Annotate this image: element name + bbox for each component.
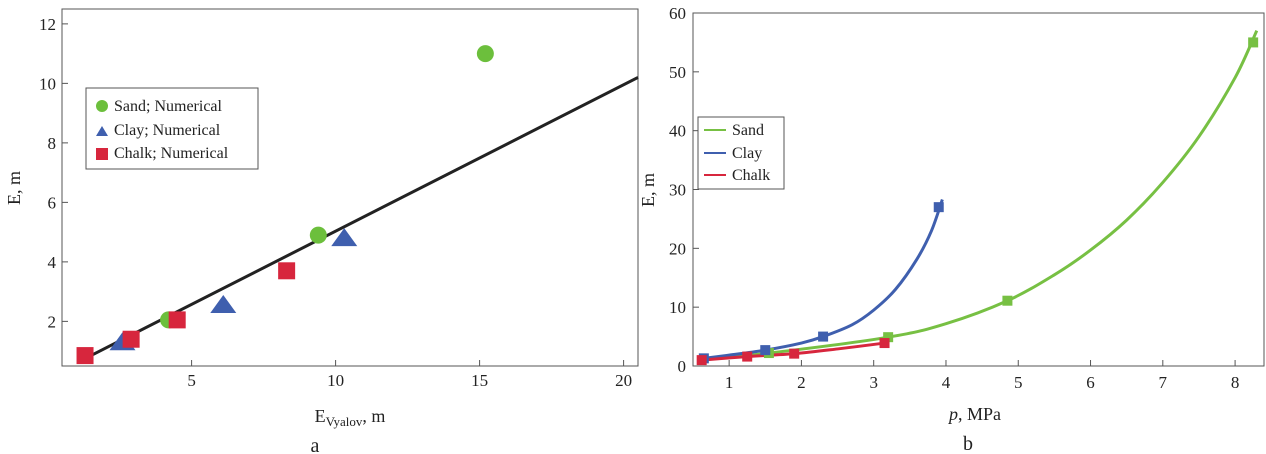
legend-label-clay: Clay; Numerical xyxy=(114,122,221,139)
x-tick-label: 5 xyxy=(1014,373,1023,392)
panel-b: 1 2 3 4 5 6 7 8 0 10 20 30 40 50 60 Sand Clay Chalk E,… xyxy=(638,4,1265,454)
y-tick-label: 10 xyxy=(39,74,56,93)
x-tick-label: 3 xyxy=(869,373,878,392)
y-tick-label: 8 xyxy=(48,134,57,153)
x-tick-label: 8 xyxy=(1231,373,1240,392)
series-line-sand xyxy=(703,30,1259,361)
x-tick-label: 5 xyxy=(187,371,196,390)
legend-marker-sand xyxy=(96,100,108,112)
y-tick-label: 4 xyxy=(48,253,57,272)
legend-label-b-chalk: Chalk xyxy=(732,167,770,184)
panel-a: 5 10 15 20 2 4 6 8 10 12 Sand; Numerical Clay; Nu… xyxy=(4,8,639,454)
panel-a-xlabel: EVyalov, m xyxy=(315,406,386,429)
data-point-chalk xyxy=(76,347,94,365)
data-point-chalk xyxy=(789,348,800,359)
panel-a-frame xyxy=(61,8,639,367)
panel-a-label: a xyxy=(311,435,320,454)
data-point-sand xyxy=(1248,37,1259,48)
data-point-chalk xyxy=(278,262,296,280)
legend-label-b-clay: Clay xyxy=(732,145,762,162)
y-tick-label: 6 xyxy=(48,193,57,212)
data-point-chalk xyxy=(696,355,707,366)
data-point-sand xyxy=(883,332,894,343)
data-point-chalk xyxy=(122,330,140,348)
panel-b-legend: Sand Clay Chalk xyxy=(697,116,785,190)
y-tick-label: 0 xyxy=(678,357,687,376)
data-point-chalk xyxy=(879,338,890,349)
x-tick-label: 6 xyxy=(1086,373,1095,392)
y-tick-label: 10 xyxy=(669,298,686,317)
x-tick-label: 15 xyxy=(471,371,488,390)
y-tick-label: 12 xyxy=(39,15,56,34)
legend-box xyxy=(85,87,259,170)
data-point-chalk xyxy=(742,351,753,362)
panel-b-label: b xyxy=(963,433,973,454)
x-tick-label: 1 xyxy=(725,373,734,392)
data-point-sand xyxy=(309,226,327,244)
data-point-sand xyxy=(476,45,494,63)
x-tick-label: 2 xyxy=(797,373,806,392)
data-point-clay xyxy=(331,228,358,247)
y-tick-label: 2 xyxy=(48,312,57,331)
panel-b-xlabel: p, MPa xyxy=(947,404,1001,424)
legend-marker-chalk xyxy=(96,148,108,160)
x-tick-label: 4 xyxy=(942,373,951,392)
panel-a-ylabel: E, m xyxy=(4,171,24,205)
data-point-chalk xyxy=(168,311,186,329)
y-tick-label: 60 xyxy=(669,4,686,23)
data-point-clay xyxy=(210,295,237,314)
y-tick-label: 50 xyxy=(669,63,686,82)
y-tick-label: 20 xyxy=(669,239,686,258)
legend-label-sand: Sand; Numerical xyxy=(114,98,223,115)
data-point-clay xyxy=(818,331,829,342)
x-tick-label: 7 xyxy=(1159,373,1168,392)
series-line-clay xyxy=(703,199,944,360)
y-tick-label: 30 xyxy=(669,181,686,200)
panel-b-ylabel: E, m xyxy=(638,173,658,207)
panel-a-legend: Sand; Numerical Clay; Numerical Chalk; N… xyxy=(85,87,259,170)
legend-label-b-sand: Sand xyxy=(732,122,764,139)
y-tick-label: 40 xyxy=(669,122,686,141)
data-point-clay xyxy=(933,202,944,213)
data-point-sand xyxy=(1002,295,1013,306)
x-tick-label: 10 xyxy=(327,371,344,390)
legend-marker-clay xyxy=(96,126,108,136)
data-point-clay xyxy=(760,345,771,356)
legend-label-chalk: Chalk; Numerical xyxy=(114,145,229,162)
x-tick-label: 20 xyxy=(615,371,632,390)
